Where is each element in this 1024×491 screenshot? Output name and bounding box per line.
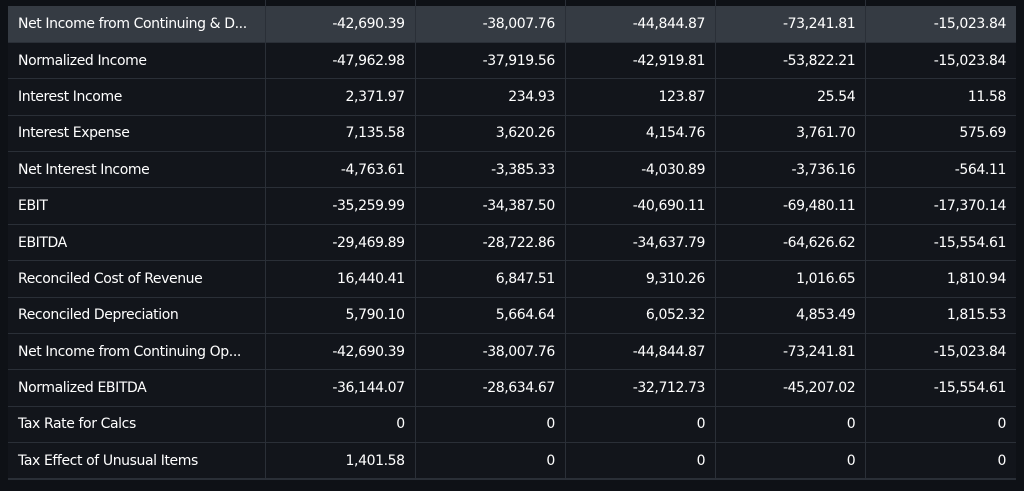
row-value-col-5: -15,554.61	[865, 369, 1016, 407]
row-value-col-3: 123.87	[565, 78, 717, 116]
row-label: Net Interest Income	[8, 151, 266, 189]
row-value-col-1: -42,690.39	[265, 6, 416, 43]
row-value-col-3: 6,052.32	[565, 297, 717, 335]
row-value-col-5: 0	[865, 442, 1016, 480]
row-value-col-2: -28,722.86	[415, 224, 566, 262]
table-row[interactable]: Interest Income 2,371.97 234.93 123.87 25.54…	[8, 78, 1016, 116]
row-value-col-1: -4,763.61	[265, 151, 416, 189]
table-row[interactable]: Net Income from Continuing Op... -42,690.…	[8, 333, 1016, 371]
financials-table: Net Income from Continuing & D... -42,690…	[8, 0, 1016, 480]
row-value-col-4: -73,241.81	[715, 6, 867, 43]
table-row[interactable]: Normalized EBITDA -36,144.07 -28,634.67 -32…	[8, 369, 1016, 407]
row-value-col-3: -40,690.11	[565, 187, 717, 225]
row-value-col-5: -564.11	[865, 151, 1016, 189]
row-value-col-2: -34,387.50	[415, 187, 566, 225]
row-label: Normalized Income	[8, 42, 266, 80]
table-row[interactable]: Reconciled Depreciation 5,790.10 5,664.64 6…	[8, 297, 1016, 335]
financials-table-container: Net Income from Continuing & D... -42,690…	[8, 0, 1016, 480]
row-label: Tax Effect of Unusual Items	[8, 442, 266, 480]
row-label: Net Income from Continuing Op...	[8, 333, 266, 371]
row-value-col-3: -44,844.87	[565, 333, 717, 371]
table-row[interactable]: Tax Rate for Calcs 0 0 0 0 0	[8, 406, 1016, 444]
table-row[interactable]: Interest Expense 7,135.58 3,620.26 4,154.76…	[8, 115, 1016, 153]
row-value-col-2: -3,385.33	[415, 151, 566, 189]
row-value-col-2: 5,664.64	[415, 297, 566, 335]
row-value-col-5: 1,810.94	[865, 260, 1016, 298]
table-row[interactable]: EBIT -35,259.99 -34,387.50 -40,690.11 -69,48…	[8, 187, 1016, 225]
row-value-col-3: -42,919.81	[565, 42, 717, 80]
row-value-col-3: -44,844.87	[565, 6, 717, 43]
row-value-col-2: -38,007.76	[415, 6, 566, 43]
row-label: Reconciled Cost of Revenue	[8, 260, 266, 298]
row-value-col-4: -45,207.02	[715, 369, 867, 407]
table-row[interactable]: Tax Effect of Unusual Items 1,401.58 0 0 0 0	[8, 442, 1016, 480]
row-value-col-1: -42,690.39	[265, 333, 416, 371]
row-value-col-4: 0	[715, 406, 867, 444]
row-label: EBIT	[8, 187, 266, 225]
row-label: EBITDA	[8, 224, 266, 262]
row-value-col-5: -15,023.84	[865, 6, 1016, 43]
row-value-col-1: 7,135.58	[265, 115, 416, 153]
table-row[interactable]: Net Income from Continuing & D... -42,690…	[8, 6, 1016, 43]
row-value-col-2: -28,634.67	[415, 369, 566, 407]
row-label: Reconciled Depreciation	[8, 297, 266, 335]
financials-table-body: Net Income from Continuing & D... -42,690…	[8, 0, 1016, 480]
row-value-col-4: 1,016.65	[715, 260, 867, 298]
row-value-col-3: 0	[565, 442, 717, 480]
table-row[interactable]: Normalized Income -47,962.98 -37,919.56 -42…	[8, 42, 1016, 80]
row-value-col-5: 575.69	[865, 115, 1016, 153]
row-value-col-2: -38,007.76	[415, 333, 566, 371]
row-label: Interest Expense	[8, 115, 266, 153]
row-value-col-2: 6,847.51	[415, 260, 566, 298]
row-value-col-4: -69,480.11	[715, 187, 867, 225]
table-row[interactable]: EBITDA -29,469.89 -28,722.86 -34,637.79 -64,…	[8, 224, 1016, 262]
row-value-col-1: -47,962.98	[265, 42, 416, 80]
row-value-col-4: -3,736.16	[715, 151, 867, 189]
row-value-col-2: 3,620.26	[415, 115, 566, 153]
row-value-col-4: 0	[715, 442, 867, 480]
row-value-col-3: -34,637.79	[565, 224, 717, 262]
row-value-col-5: -15,023.84	[865, 42, 1016, 80]
row-value-col-2: 0	[415, 406, 566, 444]
row-value-col-3: -32,712.73	[565, 369, 717, 407]
row-value-col-3: 9,310.26	[565, 260, 717, 298]
row-value-col-4: -64,626.62	[715, 224, 867, 262]
row-value-col-5: -17,370.14	[865, 187, 1016, 225]
row-value-col-3: 0	[565, 406, 717, 444]
table-row[interactable]: Reconciled Cost of Revenue 16,440.41 6,847…	[8, 260, 1016, 298]
row-value-col-5: 11.58	[865, 78, 1016, 116]
table-top-edge	[8, 0, 1016, 6]
row-value-col-1: 0	[265, 406, 416, 444]
row-label: Interest Income	[8, 78, 266, 116]
row-label: Net Income from Continuing & D...	[8, 6, 266, 43]
row-value-col-4: -53,822.21	[715, 42, 867, 80]
row-value-col-2: -37,919.56	[415, 42, 566, 80]
row-value-col-3: 4,154.76	[565, 115, 717, 153]
row-value-col-1: -29,469.89	[265, 224, 416, 262]
table-bottom-border	[8, 478, 1016, 480]
row-value-col-1: 16,440.41	[265, 260, 416, 298]
row-value-col-1: -36,144.07	[265, 369, 416, 407]
row-value-col-2: 0	[415, 442, 566, 480]
table-row[interactable]: Net Interest Income -4,763.61 -3,385.33 -4,…	[8, 151, 1016, 189]
row-value-col-4: -73,241.81	[715, 333, 867, 371]
row-value-col-1: -35,259.99	[265, 187, 416, 225]
row-value-col-4: 3,761.70	[715, 115, 867, 153]
row-label: Tax Rate for Calcs	[8, 406, 266, 444]
row-value-col-1: 2,371.97	[265, 78, 416, 116]
row-value-col-4: 4,853.49	[715, 297, 867, 335]
row-value-col-5: -15,023.84	[865, 333, 1016, 371]
row-value-col-1: 5,790.10	[265, 297, 416, 335]
row-value-col-1: 1,401.58	[265, 442, 416, 480]
row-label: Normalized EBITDA	[8, 369, 266, 407]
row-value-col-5: -15,554.61	[865, 224, 1016, 262]
row-value-col-2: 234.93	[415, 78, 566, 116]
row-value-col-4: 25.54	[715, 78, 867, 116]
row-value-col-5: 0	[865, 406, 1016, 444]
row-value-col-3: -4,030.89	[565, 151, 717, 189]
row-value-col-5: 1,815.53	[865, 297, 1016, 335]
